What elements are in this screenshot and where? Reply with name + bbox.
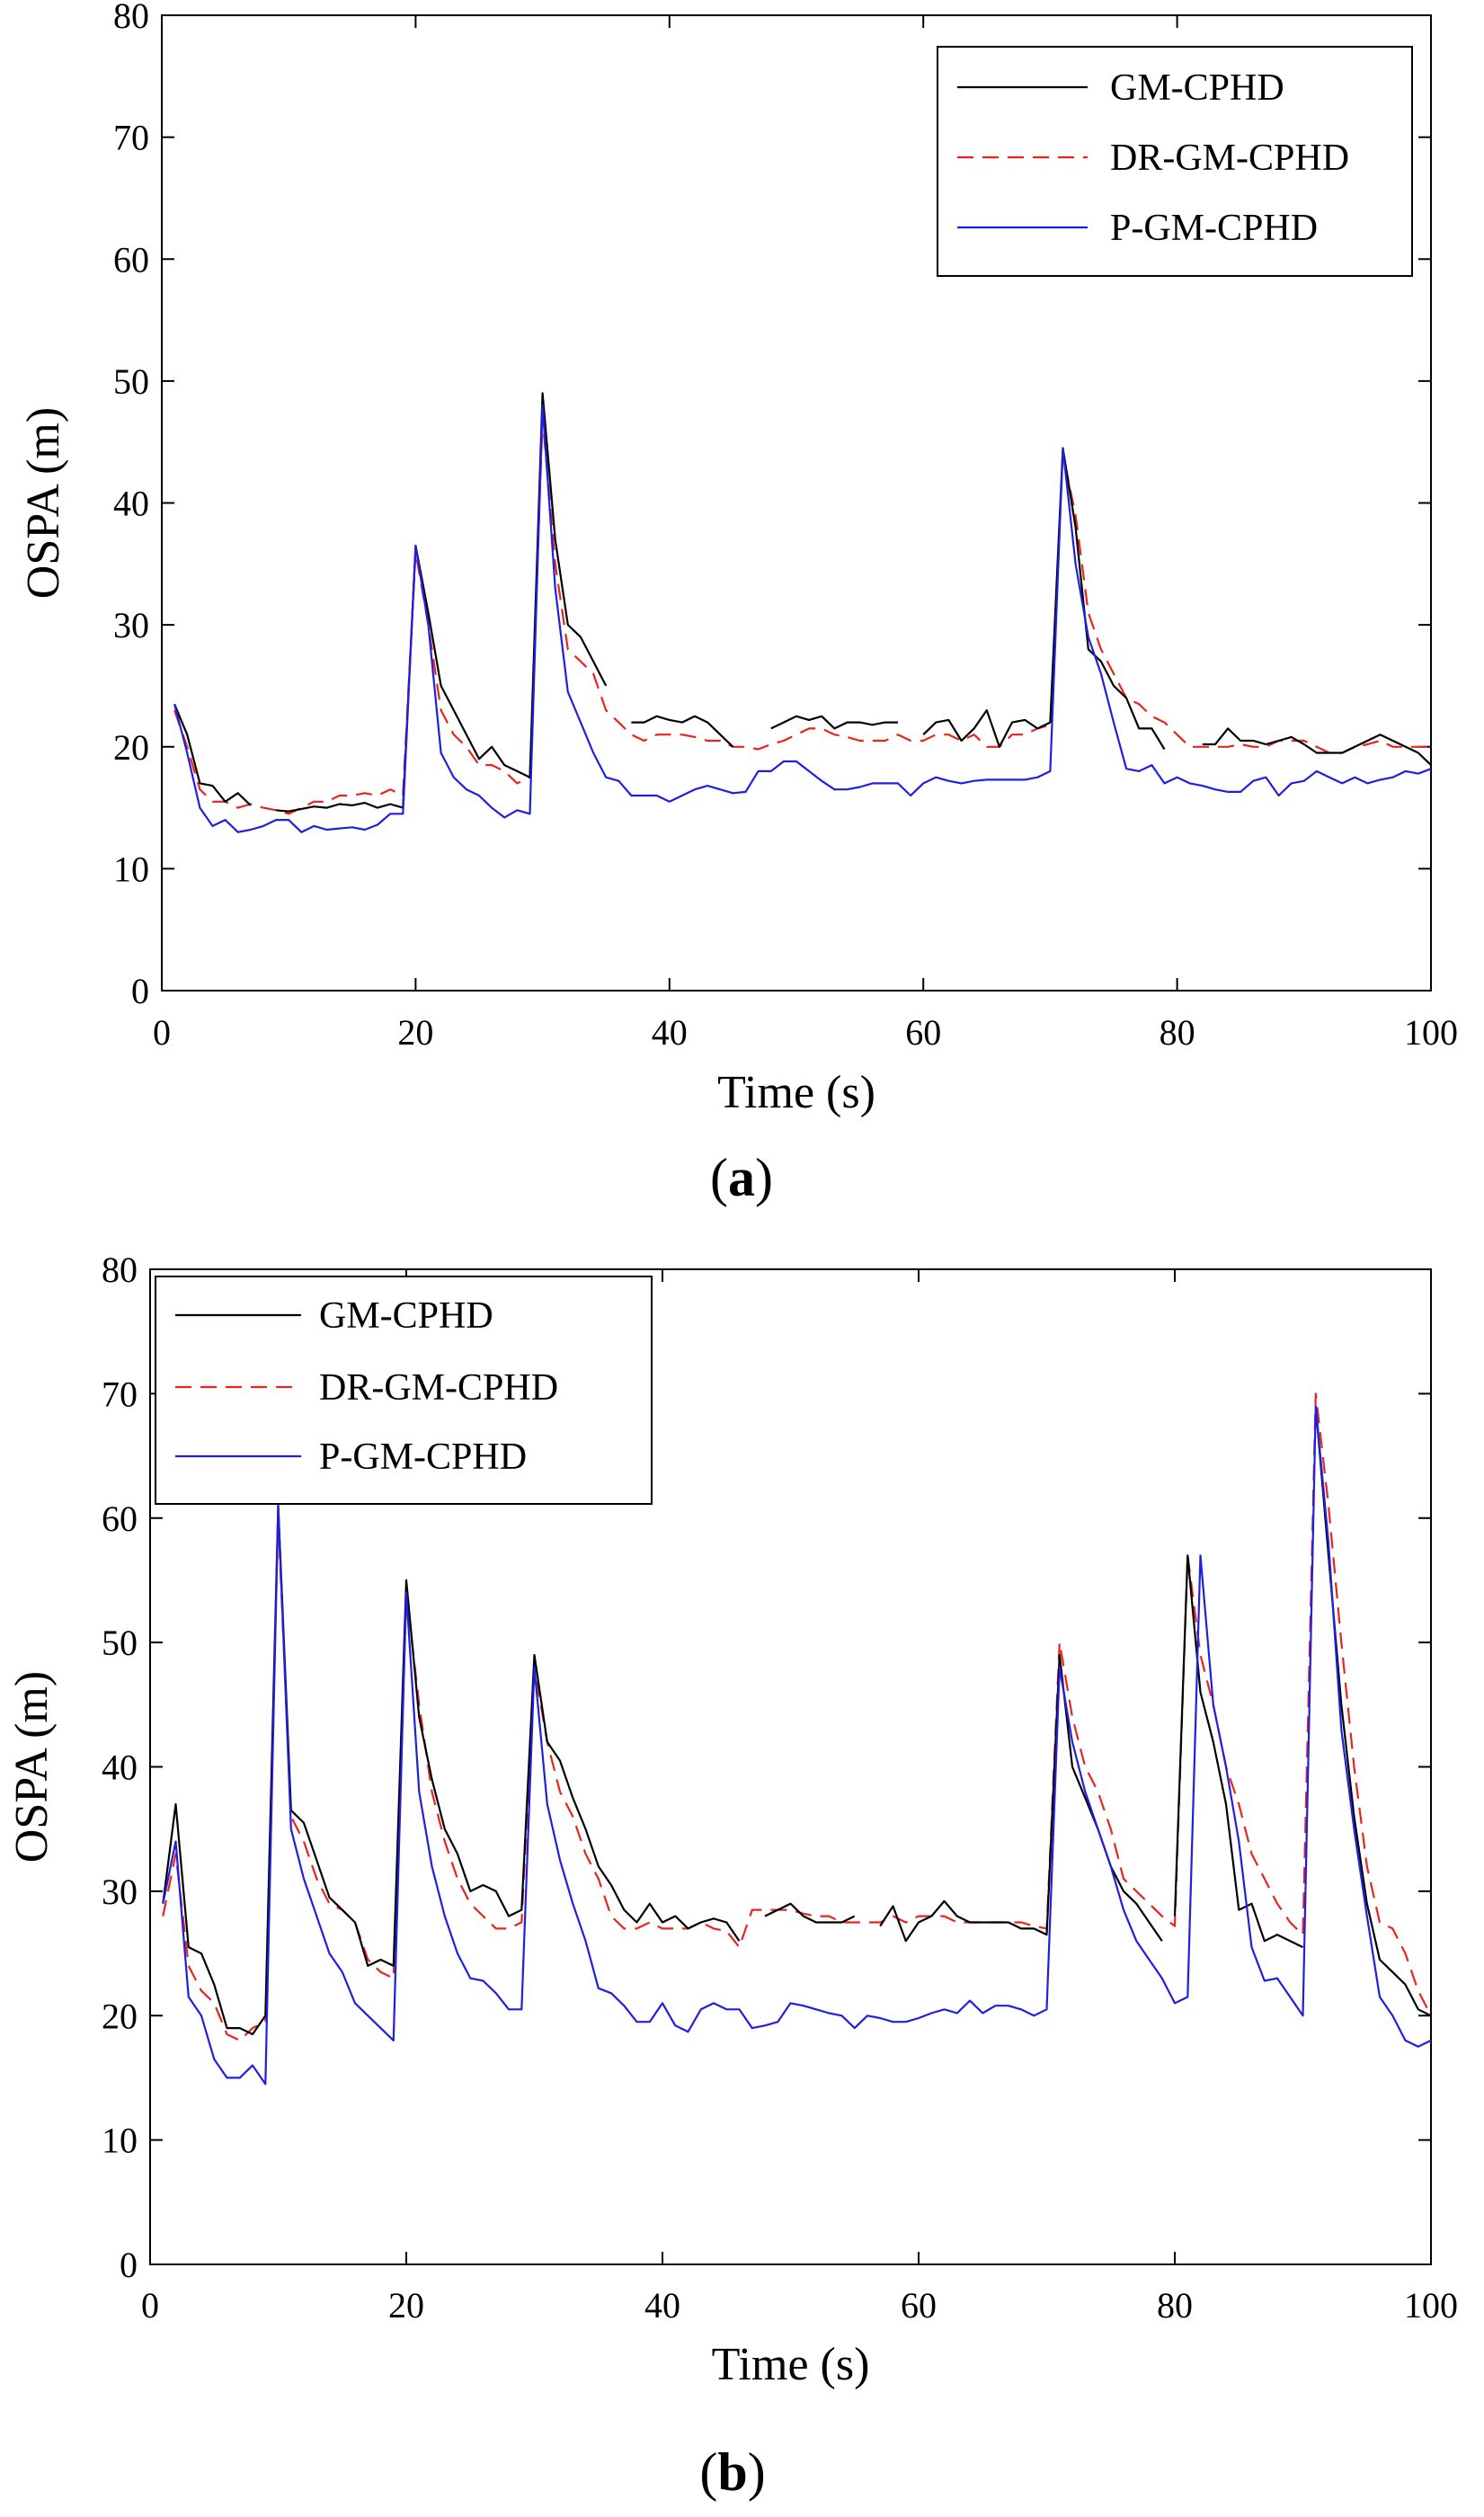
y-tick-label: 30 [102,1872,138,1912]
series-line-gm-cphd [173,703,252,806]
series-line-gm-cphd [275,392,608,813]
y-tick-label: 70 [113,118,149,158]
legend-label: DR-GM-CPHD [1110,138,1349,179]
y-axis-title: OSPA (m) [6,1671,58,1863]
x-tick-label: 0 [153,1012,171,1053]
series-line-gm-cphd [631,715,734,748]
panel-label-paren: ( [699,2442,717,2502]
y-tick-label: 0 [131,971,149,1011]
legend-label: GM-CPHD [1110,67,1284,109]
legend-label: P-GM-CPHD [319,1436,527,1478]
panel-label-a: (a) [710,1148,773,1207]
y-tick-label: 60 [113,239,149,280]
x-tick-label: 60 [905,1012,941,1053]
chart-panel-a: 0 20 40 60 80 100 0 10 20 30 40 50 60 70 80 Time (s) OSP… [18,0,1458,1118]
x-tick-label: 100 [1404,1012,1458,1053]
series-line-gm-cphd [764,1902,856,1924]
series-line-gm-cphd [922,447,1166,751]
x-tick-label: 80 [1157,2285,1193,2326]
panel-label-letter: a [728,1148,755,1207]
series-line-gm-cphd [1202,727,1432,766]
y-tick-label: 70 [102,1374,138,1414]
y-tick-label: 0 [120,2245,138,2285]
chart-panel-b: 0 20 40 60 80 100 0 10 20 30 40 50 60 70 80 Time (s) OSP… [6,1250,1458,2390]
panel-label-letter: b [717,2442,747,2502]
x-tick-label: 20 [397,1012,433,1053]
x-tick-label: 20 [388,2285,424,2326]
x-tick-label: 100 [1404,2285,1458,2326]
y-tick-label: 30 [113,605,149,645]
legend-label: P-GM-CPHD [1110,208,1318,249]
panel-label-paren: ) [755,1148,773,1207]
series-line-gm-cphd [770,715,898,730]
y-tick-label: 60 [102,1499,138,1539]
x-tick-label: 80 [1160,1012,1195,1053]
panel-label-paren: ) [748,2442,766,2502]
y-tick-label: 50 [113,361,149,402]
y-tick-label: 10 [102,2121,138,2161]
x-tick-label: 40 [644,2285,680,2326]
x-tick-label: 60 [901,2285,937,2326]
legend-label: GM-CPHD [319,1295,493,1337]
x-axis-title: Time (s) [717,1067,875,1118]
y-tick-label: 80 [113,0,149,36]
panel-label-b: (b) [699,2442,765,2502]
series-line-gm-cphd [879,1653,1163,1943]
series-line-p-gm-cphd [162,1405,1432,2086]
series-line-gm-cphd [162,1504,741,2036]
x-tick-label: 40 [652,1012,688,1053]
y-tick-label: 20 [102,1996,138,2036]
y-tick-label: 20 [113,727,149,768]
series-line-p-gm-cphd [173,404,1432,833]
y-tick-label: 10 [113,849,149,889]
series-line-gm-cphd [1173,1554,1303,1949]
legend-label: DR-GM-CPHD [319,1367,558,1409]
x-tick-label: 0 [141,2285,159,2326]
y-tick-label: 40 [113,484,149,524]
legend-box [937,46,1413,277]
x-axis-title: Time (s) [712,2339,870,2390]
panel-label-paren: ( [710,1148,728,1207]
y-tick-label: 50 [102,1623,138,1663]
y-axis-title: OSPA (m) [18,407,69,599]
series-line-dr-gm-cphd [173,416,1431,815]
y-tick-label: 40 [102,1748,138,1788]
y-tick-label: 80 [102,1250,138,1290]
